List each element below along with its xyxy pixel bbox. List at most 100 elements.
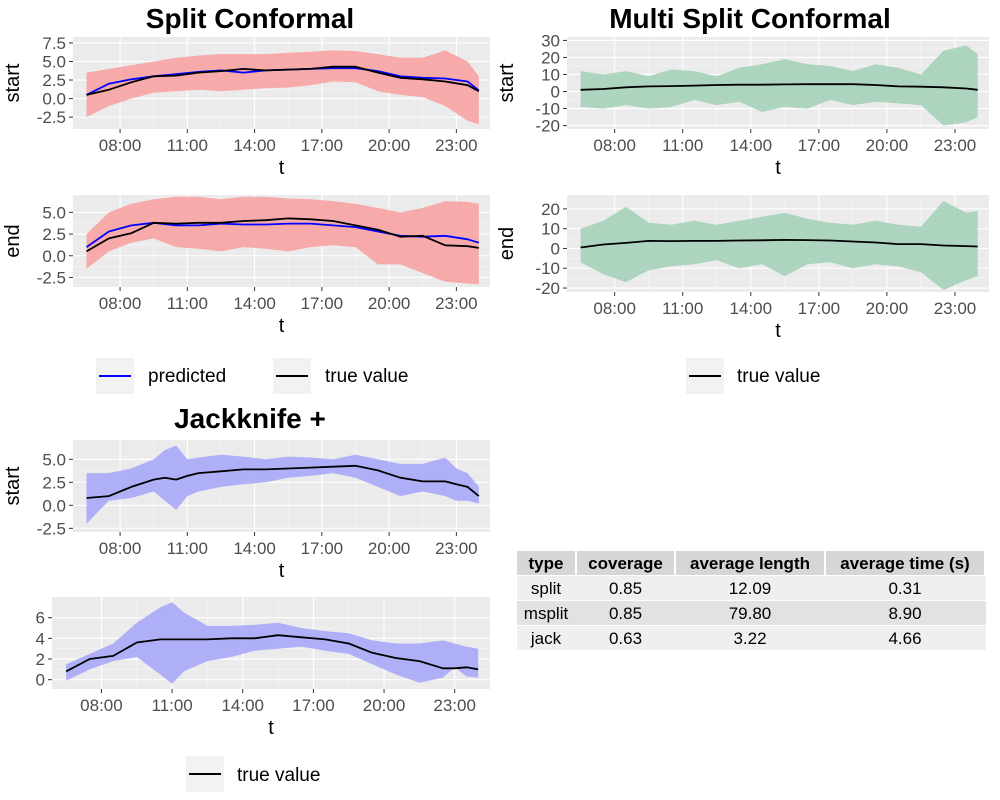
table-cell: 0.85 <box>609 604 642 623</box>
table-cell: 12.09 <box>729 579 772 598</box>
y-axis-label: start <box>2 466 24 505</box>
table-cell: split <box>531 579 562 598</box>
y-tick-label: 2 <box>36 650 45 669</box>
x-tick-label: 20:00 <box>368 294 411 313</box>
x-tick-label: 14:00 <box>730 136 773 155</box>
msplit-legend: true value <box>686 358 820 394</box>
multi-split-conformal-title: Multi Split Conformal <box>609 3 891 34</box>
x-tick-label: 23:00 <box>934 299 977 318</box>
x-tick-label: 23:00 <box>435 539 478 558</box>
table-header-label: type <box>529 554 564 573</box>
legend-label-true-value: true value <box>237 765 320 786</box>
x-tick-label: 17:00 <box>292 696 335 715</box>
y-tick-label: 10 <box>541 65 560 84</box>
x-tick-label: 23:00 <box>934 136 977 155</box>
x-axis-label: t <box>279 157 285 179</box>
x-tick-label: 11:00 <box>167 136 208 155</box>
x-tick-label: 17:00 <box>798 136 841 155</box>
y-tick-label: -20 <box>535 117 560 136</box>
x-axis-label: t <box>775 320 781 342</box>
x-tick-label: 17:00 <box>798 299 841 318</box>
jack-legend: true value <box>186 756 320 792</box>
table-cell: 0.85 <box>609 579 642 598</box>
table-header-label: coverage <box>588 554 663 573</box>
table-row <box>517 626 986 650</box>
x-tick-label: 14:00 <box>233 136 276 155</box>
y-tick-label: 0.0 <box>42 496 66 515</box>
x-axis-label: t <box>268 717 274 739</box>
x-tick-label: 20:00 <box>866 299 909 318</box>
y-tick-label: 5.0 <box>42 450 66 469</box>
y-tick-label: 0 <box>551 239 560 258</box>
x-tick-label: 20:00 <box>363 696 406 715</box>
prediction-interval-band <box>86 445 479 524</box>
x-tick-label: 11:00 <box>167 294 208 313</box>
x-axis-label: t <box>279 315 285 337</box>
y-tick-label: 0 <box>551 83 560 102</box>
jack-start-panel: 08:00 11:00 14:00 17:00 20:00 23:00 -2.5 0.0 2.5… <box>2 440 490 582</box>
table-header-cell <box>676 551 824 575</box>
table-cell: msplit <box>524 604 569 623</box>
msplit-start-panel: 08:00 11:00 14:00 17:00 20:00 23:00 -20-100102… <box>496 31 989 179</box>
table-header-label: average length <box>690 554 810 573</box>
legend-label-true-value: true value <box>737 366 820 387</box>
x-tick-label: 14:00 <box>221 696 264 715</box>
table-cell: 79.80 <box>729 604 772 623</box>
true-value-line <box>580 239 978 249</box>
table-header-label: average time (s) <box>840 554 969 573</box>
y-tick-label: 5.0 <box>42 52 66 71</box>
results-table: type coverage average length average time (… <box>517 551 986 650</box>
legend-label-true-value: true value <box>325 366 408 387</box>
x-tick-label: 17:00 <box>301 136 344 155</box>
x-tick-label: 23:00 <box>435 136 478 155</box>
x-tick-label: 11:00 <box>662 136 703 155</box>
prediction-interval-band <box>66 602 479 684</box>
x-tick-label: 11:00 <box>151 696 192 715</box>
table-cell: jack <box>530 629 562 648</box>
true-value-line <box>580 83 978 91</box>
y-tick-label: 10 <box>541 220 560 239</box>
x-tick-label: 17:00 <box>301 539 344 558</box>
true-value-line <box>65 634 479 673</box>
y-tick-label: 2.5 <box>42 71 66 90</box>
y-tick-label: 20 <box>541 200 560 219</box>
x-tick-label: 14:00 <box>233 539 276 558</box>
y-axis-label: start <box>496 63 518 102</box>
x-tick-label: 08:00 <box>593 136 636 155</box>
table-cell: 0.31 <box>888 579 921 598</box>
x-tick-label: 08:00 <box>99 294 142 313</box>
x-axis-label: t <box>279 560 285 582</box>
y-tick-label: -10 <box>535 259 560 278</box>
x-tick-label: 11:00 <box>662 299 703 318</box>
split-end-panel: 08:00 11:00 14:00 17:00 20:00 23:00 -2.5 0.0 2.5… <box>2 195 490 337</box>
table-cell: 3.22 <box>733 629 766 648</box>
x-tick-label: 17:00 <box>301 294 344 313</box>
x-axis-label: t <box>775 157 781 179</box>
x-tick-label: 14:00 <box>233 294 276 313</box>
split-conformal-title: Split Conformal <box>146 3 354 34</box>
true-value-line <box>86 65 480 96</box>
x-tick-label: 23:00 <box>435 294 478 313</box>
y-tick-label: 0.0 <box>42 90 66 109</box>
prediction-interval-band <box>580 200 978 290</box>
table-cell: 4.66 <box>888 629 921 648</box>
table-header-cell <box>826 551 984 575</box>
y-tick-label: 0 <box>36 671 45 690</box>
split-start-panel: 08:00 11:00 14:00 17:00 20:00 23:00 -2.50.02.5… <box>2 34 490 179</box>
x-tick-label: 20:00 <box>368 539 411 558</box>
x-tick-label: 08:00 <box>593 299 636 318</box>
x-tick-label: 08:00 <box>99 539 142 558</box>
true-value-line <box>86 464 480 499</box>
x-tick-label: 14:00 <box>730 299 773 318</box>
x-tick-label: 23:00 <box>433 696 476 715</box>
prediction-interval-band <box>580 45 978 126</box>
legend-label-predicted: predicted <box>148 366 226 387</box>
y-tick-label: -2.5 <box>37 519 66 538</box>
x-tick-label: 20:00 <box>368 136 411 155</box>
jackknife-title: Jackknife + <box>174 403 326 434</box>
y-axis-label: end <box>496 227 518 260</box>
table-row <box>517 576 986 600</box>
y-tick-label: 2.5 <box>42 225 66 244</box>
x-tick-label: 08:00 <box>99 136 142 155</box>
